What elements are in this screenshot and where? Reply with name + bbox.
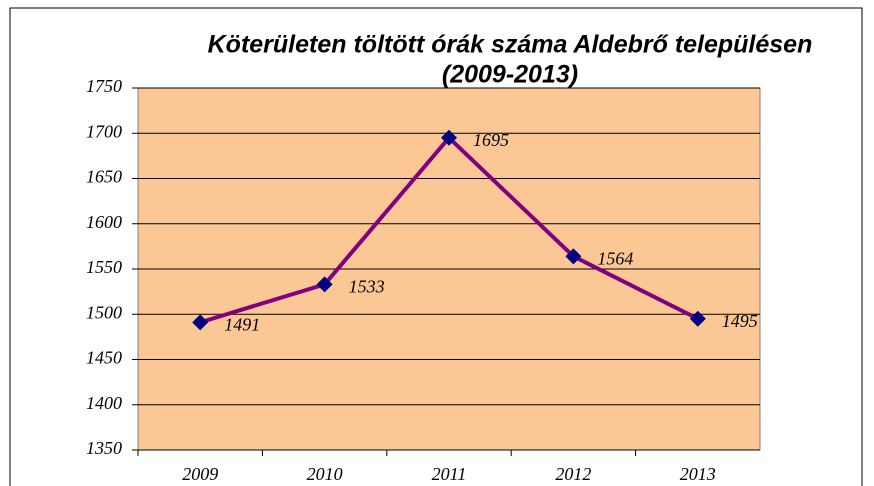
marker bbox=[316, 276, 333, 293]
y-tick-label: 1550 bbox=[86, 257, 122, 277]
y-tick-label: 1700 bbox=[86, 121, 122, 141]
marker bbox=[689, 310, 706, 327]
y-tick-label: 1400 bbox=[86, 393, 122, 413]
x-tick-label: 2009 bbox=[182, 464, 218, 484]
x-tick-label: 2013 bbox=[680, 464, 716, 484]
x-tick-label: 2012 bbox=[555, 464, 591, 484]
x-tick-label: 2011 bbox=[432, 464, 467, 484]
chart-title: (2009-2013) bbox=[442, 61, 578, 89]
y-tick-label: 1600 bbox=[86, 212, 122, 232]
data-label: 1495 bbox=[722, 311, 758, 331]
marker bbox=[565, 248, 582, 265]
y-tick-label: 1750 bbox=[86, 76, 122, 96]
data-label: 1491 bbox=[224, 315, 260, 335]
y-tick-label: 1350 bbox=[86, 438, 122, 458]
y-tick-label: 1500 bbox=[86, 302, 122, 322]
chart-title: Köterületen töltött órák száma Aldebrő t… bbox=[208, 31, 813, 59]
marker bbox=[192, 314, 209, 331]
data-label: 1533 bbox=[349, 277, 385, 297]
data-label: 1564 bbox=[597, 248, 633, 268]
y-tick-label: 1450 bbox=[86, 348, 122, 368]
x-tick-label: 2010 bbox=[307, 464, 343, 484]
data-label: 1695 bbox=[473, 130, 509, 150]
marker bbox=[441, 129, 457, 146]
y-tick-label: 1650 bbox=[86, 167, 122, 187]
chart-border bbox=[9, 7, 863, 486]
